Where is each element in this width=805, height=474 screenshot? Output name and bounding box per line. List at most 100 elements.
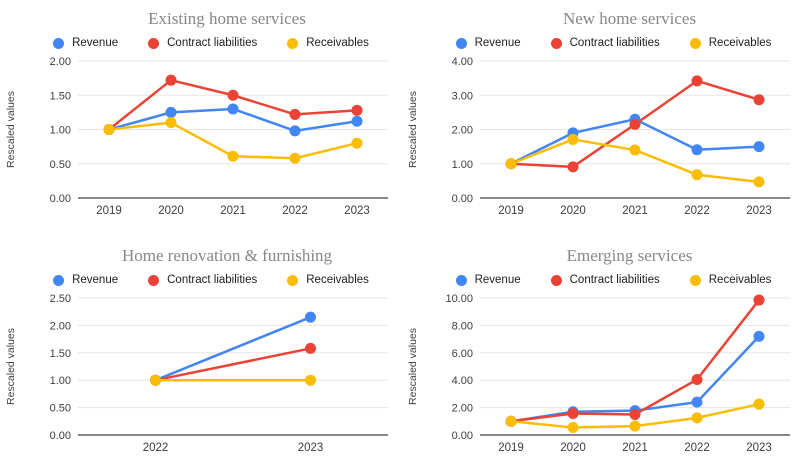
legend-label: Receivables [306,37,369,49]
chart-plot-svg: 0.00 0.50 1.00 1.50 2.00 2.50 2022 2023 Rescaled… [5,293,388,454]
chart-title: Existing home services [148,9,306,28]
chart-existing-home-services: Existing home services Revenue Contract l… [0,0,402,237]
y-tick-label: 1.00 [452,159,473,171]
chart-new-home-services: New home services Revenue Contract liabil… [402,0,805,237]
series-line-contract-liabilities [154,347,312,382]
legend-item-receivables: Receivables [689,274,771,286]
legend-item-receivables: Receivables [689,37,772,49]
series-point-receivables [165,117,177,129]
y-tick-label: 4.00 [452,56,473,68]
y-tick-label: 0.00 [50,430,71,442]
x-tick-label: 2022 [684,442,710,454]
x-tick-label: 2020 [560,205,586,217]
series-point-revenue [753,330,765,342]
legend-item-contract-liabilities: Contract liabilities [550,274,660,286]
y-tick-label: 0.00 [50,193,71,205]
chart-title: Home renovation & furnishing [121,246,333,265]
legend-dot [455,274,467,286]
y-axis-label: Rescaled values [407,328,419,405]
legend-dot [287,37,299,49]
legend-label: Receivables [306,274,369,286]
legend-item-revenue: Revenue [53,37,118,49]
chart-legend: Revenue Contract liabilities Receivables [402,270,805,290]
chart-plot-svg: 0.00 1.00 2.00 3.00 4.00 2019 2020 2021 2022 2023… [407,56,790,217]
legend-item-receivables: Receivables [287,37,369,49]
series-point-contract-liabilities [305,342,316,354]
y-tick-label: 4.00 [452,375,473,387]
legend-label: Contract liabilities [569,37,660,49]
x-tick-label: 2023 [298,442,324,454]
x-tick-label: 2023 [344,205,370,217]
series-point-receivables [567,421,579,433]
y-tick-label: 8.00 [452,320,473,332]
legend-dot [689,274,701,286]
series-point-revenue [227,103,239,115]
x-tick-label: 2021 [220,205,246,217]
series-point-receivables [505,158,517,170]
series-point-contract-liabilities [567,407,579,419]
legend-item-revenue: Revenue [455,37,521,49]
y-tick-label: 2.00 [452,125,473,137]
y-tick-label: 0.00 [452,430,473,442]
chart-legend: Revenue Contract liabilities Receivables [402,33,805,53]
chart-plot-svg: 0.00 2.00 4.00 6.00 8.00 10.00 2019 2020 2021 202… [407,293,790,454]
y-tick-label: 1.50 [50,348,71,360]
legend-label: Revenue [474,37,521,49]
series-point-revenue [305,311,316,323]
series-point-contract-liabilities [629,118,641,130]
series-point-receivables [305,374,316,386]
legend-label: Receivables [708,37,772,49]
legend-item-receivables: Receivables [287,274,369,286]
series-point-receivables [567,133,579,145]
series-point-receivables [351,137,363,149]
x-tick-label: 2021 [622,442,648,454]
legend-item-revenue: Revenue [455,274,521,286]
legend-label: Revenue [72,37,119,49]
y-axis-label: Rescaled values [5,91,17,168]
y-tick-label: 1.00 [50,125,71,137]
legend-label: Revenue [72,274,119,286]
legend-label: Revenue [474,274,521,286]
x-tick-label: 2019 [96,205,122,217]
series-point-receivables [629,144,641,156]
x-tick-label: 2023 [746,205,772,217]
series-point-receivables [289,152,301,164]
x-tick-label: 2021 [622,205,648,217]
x-tick-label: 2022 [282,205,308,217]
chart-home-renovation-furnishing: Home renovation & furnishing Revenue Cont… [0,237,402,474]
legend-dot [287,274,299,286]
chart-plot-svg: 0.00 0.50 1.00 1.50 2.00 2019 2020 2021 2022 2023… [5,56,388,217]
y-tick-label: 1.50 [50,90,71,102]
series-point-contract-liabilities [567,161,579,173]
y-tick-label: 1.00 [50,375,71,387]
legend-dot [148,37,160,49]
series-point-receivables [103,124,115,135]
series-point-revenue [691,144,703,156]
y-tick-label: 2.00 [50,56,71,68]
series-point-contract-liabilities [351,104,363,116]
legend-item-contract-liabilities: Contract liabilities [550,37,660,49]
series-line-revenue [154,315,312,382]
x-tick-label: 2019 [498,442,524,454]
y-tick-label: 3.00 [452,90,473,102]
series-point-contract-liabilities [629,408,641,420]
series-point-revenue [753,141,765,153]
y-axis-label: Rescaled values [5,328,17,405]
chart-legend: Revenue Contract liabilities Receivables [0,33,402,53]
legend-item-contract-liabilities: Contract liabilities [148,274,257,286]
series-point-receivables [227,150,239,162]
y-tick-label: 6.00 [452,348,473,360]
series-point-contract-liabilities [227,89,239,101]
y-tick-label: 2.50 [50,293,71,305]
legend-dot [550,274,562,286]
series-point-revenue [289,125,301,137]
series-point-contract-liabilities [289,108,301,120]
y-tick-label: 2.00 [452,403,473,415]
series-point-receivables [505,415,517,427]
x-tick-label: 2022 [684,205,710,217]
series-point-contract-liabilities [753,94,765,106]
chart-title: Emerging services [566,246,693,265]
y-tick-label: 0.50 [50,159,71,171]
x-tick-label: 2022 [143,442,169,454]
